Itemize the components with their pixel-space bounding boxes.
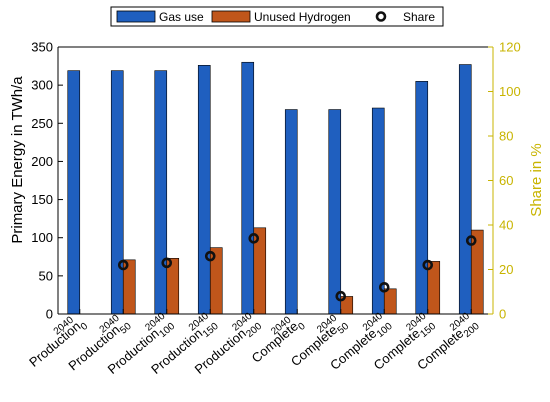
y2-tick-label: 40	[499, 218, 513, 233]
legend-swatch-unused-hydrogen	[211, 10, 251, 23]
bar-gas-use	[67, 70, 81, 315]
y-tick-label: 300	[31, 78, 53, 93]
y-tick-label: 200	[31, 154, 53, 169]
point-share	[248, 233, 260, 244]
y2-axis-title: Share in %	[528, 143, 545, 216]
bar-unused-hydrogen	[209, 247, 223, 315]
y2-tick-label: 20	[499, 262, 513, 277]
point-share	[465, 235, 477, 246]
y-tick-label: 350	[31, 40, 53, 55]
legend-box	[110, 6, 444, 27]
y2-tick-label: 0	[499, 307, 506, 322]
legend-label-share: Share	[403, 10, 435, 24]
y-axis-title: Primary Energy in TWh/a	[9, 76, 26, 244]
plot-area: 050100150200250300350020406080100120Prod…	[26, 40, 521, 377]
point-share	[378, 281, 390, 293]
bar-gas-use	[197, 65, 211, 315]
bar-gas-use	[458, 64, 472, 315]
y-tick-label: 100	[31, 230, 53, 245]
bar-gas-use	[110, 70, 124, 315]
legend-swatch-gas-use	[116, 10, 156, 23]
bar-gas-use	[241, 61, 255, 315]
legend-label-unused-hydrogen: Unused Hydrogen	[254, 10, 351, 24]
point-share	[335, 290, 347, 302]
bar-gas-use	[284, 109, 298, 315]
bar-unused-hydrogen	[383, 288, 397, 315]
point-share	[117, 259, 129, 271]
legend: Gas use Unused Hydrogen Share	[110, 6, 444, 27]
y2-tick-label: 120	[499, 40, 521, 55]
bar-gas-use	[415, 81, 429, 315]
x-tick-label-subscript: 0	[296, 321, 308, 333]
legend-label-gas-use: Gas use	[159, 10, 204, 24]
y-tick-label: 250	[31, 116, 53, 131]
y2-tick-label: 80	[499, 129, 513, 144]
point-share	[204, 250, 216, 262]
bar-gas-use	[328, 109, 342, 315]
point-share	[422, 259, 434, 271]
x-tick-label-subscript: 0	[79, 321, 91, 333]
y-tick-label: 0	[46, 307, 53, 322]
legend-marker-share	[375, 11, 387, 22]
bar-gas-use	[154, 70, 168, 315]
y-tick-label: 50	[39, 268, 53, 283]
y-tick-label: 150	[31, 192, 53, 207]
point-share	[161, 257, 173, 269]
y2-tick-label: 100	[499, 84, 521, 99]
y2-tick-label: 60	[499, 173, 513, 188]
